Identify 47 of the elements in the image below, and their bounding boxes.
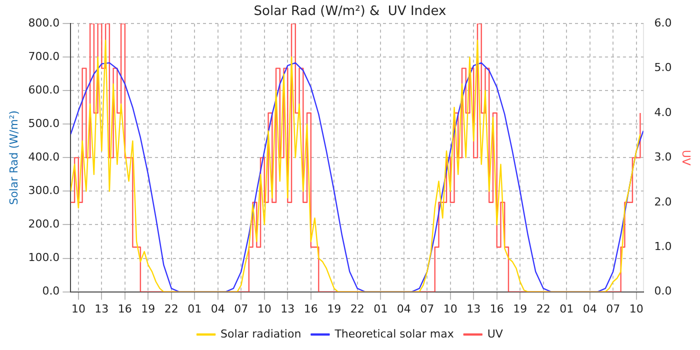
y2-tick-label: 5.0 bbox=[654, 61, 672, 74]
legend-label: Theoretical solar max bbox=[334, 327, 454, 340]
legend-label: UV bbox=[487, 327, 504, 340]
x-tick-label: 22 bbox=[536, 302, 550, 316]
y-tick-label: 800.0 bbox=[28, 16, 60, 30]
y-tick-label: 300.0 bbox=[28, 184, 60, 198]
x-tick-label: 19 bbox=[141, 302, 156, 316]
x-tick-label: 07 bbox=[606, 302, 620, 316]
legend-label: Solar radiation bbox=[220, 327, 302, 340]
x-tick-label: 10 bbox=[71, 302, 86, 316]
x-tick-label: 22 bbox=[350, 302, 364, 316]
x-tick-label: 22 bbox=[164, 302, 178, 316]
x-tick-label: 10 bbox=[257, 302, 272, 316]
x-tick-label: 01 bbox=[188, 302, 202, 316]
y2-tick-label: 2.0 bbox=[654, 195, 672, 208]
x-tick-label: 16 bbox=[304, 302, 318, 316]
y-axis-title: Solar Rad (W/m²) bbox=[7, 110, 20, 205]
x-tick-label: 10 bbox=[443, 302, 458, 316]
x-tick-label: 13 bbox=[280, 302, 295, 316]
y-tick-label: 100.0 bbox=[28, 251, 60, 264]
chart-title: Solar Rad (W/m²) & UV Index bbox=[254, 4, 447, 20]
x-tick-label: 04 bbox=[582, 302, 597, 316]
x-tick-label: 13 bbox=[94, 302, 109, 316]
x-tick-label: 07 bbox=[234, 302, 248, 316]
x-tick-label: 01 bbox=[374, 302, 388, 316]
y2-axis-title: UV bbox=[680, 150, 693, 166]
y-tick-label: 600.0 bbox=[28, 84, 60, 97]
y2-tick-label: 4.0 bbox=[654, 106, 672, 119]
x-tick-label: 19 bbox=[513, 302, 528, 316]
y2-tick-label: 3.0 bbox=[654, 150, 672, 164]
y2-tick-label: 1.0 bbox=[654, 240, 672, 253]
x-tick-label: 16 bbox=[490, 302, 504, 316]
y-tick-label: 400.0 bbox=[28, 150, 60, 164]
x-tick-label: 07 bbox=[420, 302, 434, 316]
x-tick-label: 16 bbox=[118, 302, 132, 316]
y-tick-label: 200.0 bbox=[28, 218, 60, 231]
y-tick-label: 500.0 bbox=[28, 117, 60, 130]
x-tick-label: 19 bbox=[327, 302, 342, 316]
y2-tick-label: 0.0 bbox=[654, 284, 672, 298]
x-tick-label: 10 bbox=[629, 302, 644, 316]
x-tick-label: 04 bbox=[396, 302, 411, 316]
x-tick-label: 04 bbox=[210, 302, 225, 316]
x-tick-label: 13 bbox=[466, 302, 481, 316]
y2-tick-label: 6.0 bbox=[654, 16, 672, 30]
y-tick-label: 0.0 bbox=[42, 284, 60, 298]
x-tick-label: 01 bbox=[560, 302, 574, 316]
y-tick-label: 700.0 bbox=[28, 50, 60, 63]
